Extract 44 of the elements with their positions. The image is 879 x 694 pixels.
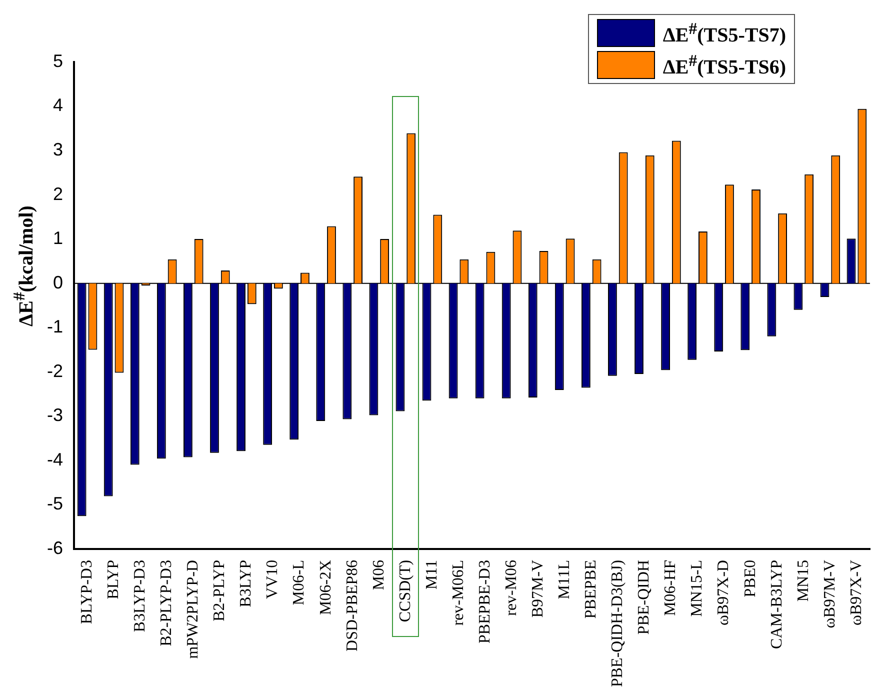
x-tick-label: DSD-PBEP86 [344, 560, 361, 652]
legend-label: ΔE$^{#}$(TS5-TS6) [662, 50, 786, 80]
x-tick-label: mPW2PLYP-D [184, 560, 202, 659]
x-tick-label: M06-HF [662, 560, 680, 616]
x-tick-label: CAM-B3LYP [768, 560, 786, 649]
y-tick-label: 1 [52, 228, 64, 248]
x-tick-label: MN15 [794, 560, 812, 602]
y-tick-label: -5 [46, 494, 64, 514]
x-tick-label: B3LYP-D3 [132, 560, 149, 632]
x-tick-label: rev-M06 [502, 560, 520, 616]
x-tick-label: ωB97M-V [821, 559, 838, 628]
x-tick-label: B3LYP [238, 560, 255, 608]
x-tick-label: ωB97X-D [715, 560, 732, 626]
y-tick-label: 0 [52, 272, 64, 292]
y-tick-label: -2 [46, 360, 64, 381]
x-tick-label: B97M-V [530, 559, 547, 618]
x-tick-label: BLYP-D3 [78, 560, 96, 624]
y-tick-label: -6 [46, 538, 64, 558]
y-tick-label: 3 [52, 139, 64, 160]
y-tick-label: -1 [46, 316, 64, 337]
x-tick-label: B2-PLYP [211, 560, 228, 622]
x-tick-label: M06 [370, 560, 388, 590]
y-tick-label: 2 [52, 184, 64, 204]
x-tick-label: PBEPBE [582, 560, 600, 619]
x-tick-label: VV10 [264, 560, 282, 600]
x-tick-label: rev-M06L [450, 560, 467, 626]
x-tick-label: CCSD(T) [396, 560, 414, 622]
x-tick-label: MN15-L [688, 560, 706, 617]
x-tick-label: M11L [556, 560, 574, 600]
y-tick-label: -3 [46, 405, 64, 426]
x-tick-label: PBE-QIDH-D3(BJ) [609, 560, 626, 688]
legend-label: ΔE$^{#}$(TS5-TS7) [662, 18, 786, 48]
y-tick-label: 5 [52, 50, 64, 71]
y-tick-label: -4 [46, 449, 64, 470]
x-tick-label: PBE0 [742, 560, 759, 598]
x-tick-label: M06-2X [317, 559, 334, 616]
x-tick-label: M06-L [290, 560, 308, 606]
x-tick-label: B2-PLYP-D3 [158, 560, 176, 646]
x-tick-label: M11 [423, 560, 440, 590]
x-tick-label: ωB97X-V [848, 559, 865, 626]
x-tick-label: PBE-QIDH [636, 559, 653, 635]
x-tick-label: PBEPBE-D3 [476, 560, 494, 644]
y-tick-label: 4 [52, 95, 64, 116]
x-tick-label: BLYP [105, 560, 122, 600]
